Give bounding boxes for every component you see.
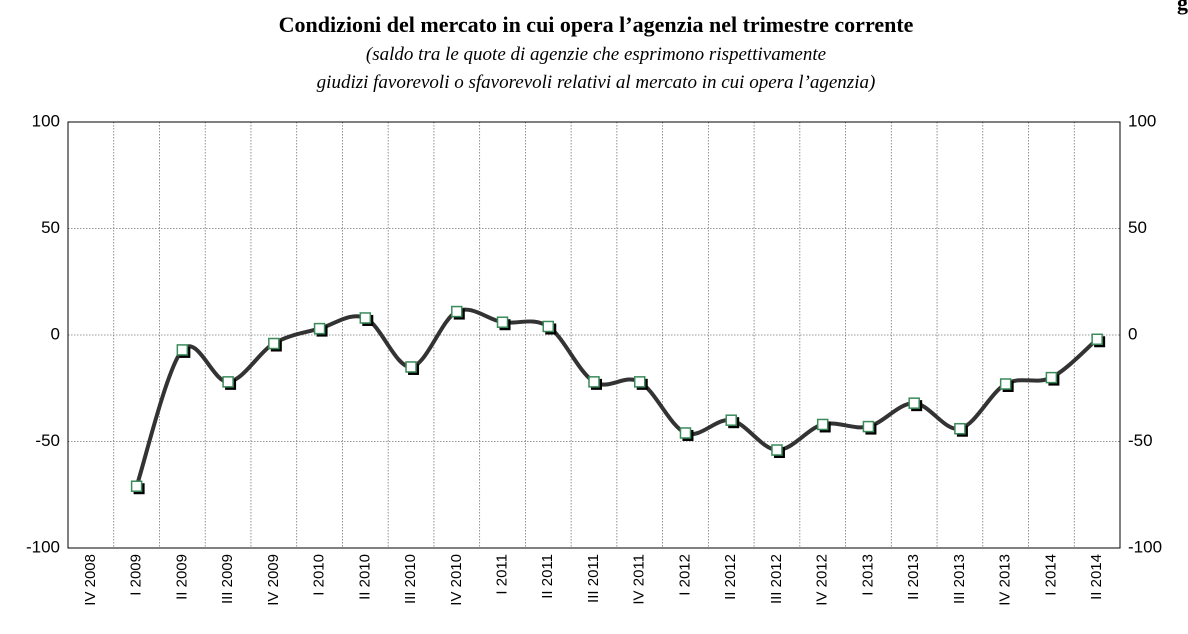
x-tick-label: III 2009 bbox=[219, 554, 236, 604]
marker bbox=[542, 320, 557, 335]
marker-face bbox=[999, 378, 1012, 390]
marker bbox=[1091, 333, 1106, 348]
marker bbox=[908, 397, 923, 412]
corner-label: g bbox=[1177, 0, 1188, 15]
x-tick-label: I 2010 bbox=[311, 554, 328, 596]
x-tick-label: III 2010 bbox=[402, 554, 419, 604]
x-tick-label: II 2013 bbox=[905, 554, 922, 600]
x-tick-label: IV 2013 bbox=[997, 554, 1014, 606]
marker-face bbox=[1091, 333, 1103, 346]
marker-face bbox=[1045, 371, 1058, 384]
y2-tick-label: 100 bbox=[1128, 111, 1156, 130]
x-tick-label: I 2012 bbox=[676, 554, 693, 596]
marker-face bbox=[130, 480, 143, 492]
marker-face bbox=[862, 420, 875, 433]
marker-face bbox=[542, 320, 555, 333]
marker-face bbox=[176, 344, 189, 356]
marker-face bbox=[405, 361, 417, 373]
y2-tick-label: -100 bbox=[1128, 537, 1162, 556]
x-tick-label: II 2009 bbox=[173, 554, 190, 600]
marker bbox=[222, 376, 237, 390]
chart-subtitle: giudizi favorevoli o sfavorevoli relativ… bbox=[317, 72, 876, 93]
marker-face bbox=[496, 316, 509, 328]
marker bbox=[496, 316, 511, 331]
plot-border bbox=[67, 121, 1121, 549]
x-tick-label: III 2013 bbox=[951, 554, 968, 604]
marker bbox=[130, 480, 145, 495]
x-tick-label: II 2011 bbox=[539, 554, 556, 599]
x-tick-label: III 2011 bbox=[585, 554, 602, 603]
marker bbox=[451, 305, 465, 320]
marker-face bbox=[451, 305, 463, 318]
x-tick-label: II 2014 bbox=[1088, 554, 1105, 600]
marker-face bbox=[268, 337, 280, 350]
marker bbox=[313, 322, 328, 337]
marker-face bbox=[725, 414, 737, 426]
marker bbox=[771, 444, 785, 459]
x-tick-label: III 2012 bbox=[768, 554, 785, 604]
x-tick-label: IV 2011 bbox=[631, 554, 648, 605]
marker-face bbox=[313, 322, 326, 335]
marker bbox=[725, 414, 740, 429]
marker-face bbox=[222, 376, 234, 388]
x-tick-label: IV 2010 bbox=[448, 554, 465, 606]
marker bbox=[999, 378, 1014, 392]
marker bbox=[954, 422, 968, 437]
x-tick-label: IV 2009 bbox=[265, 554, 282, 606]
marker-face bbox=[816, 418, 829, 431]
marker bbox=[816, 418, 831, 433]
marker-face bbox=[633, 376, 646, 388]
y-tick-label: 50 bbox=[41, 218, 60, 237]
x-tick-label: II 2012 bbox=[722, 554, 739, 600]
x-tick-label: I 2013 bbox=[859, 554, 876, 596]
marker bbox=[633, 376, 648, 390]
marker bbox=[176, 344, 191, 358]
marker bbox=[1045, 371, 1060, 386]
marker-face bbox=[954, 422, 966, 435]
y2-tick-label: -50 bbox=[1128, 431, 1153, 450]
marker bbox=[359, 312, 374, 326]
marker-face bbox=[771, 444, 783, 456]
x-tick-label: I 2014 bbox=[1042, 554, 1059, 596]
x-tick-label: IV 2008 bbox=[82, 554, 99, 606]
marker-face bbox=[679, 427, 692, 439]
x-tick-label: II 2010 bbox=[356, 554, 373, 600]
marker bbox=[679, 427, 694, 441]
y2-tick-label: 50 bbox=[1128, 218, 1147, 237]
y-tick-label: -50 bbox=[35, 431, 60, 450]
marker bbox=[268, 337, 282, 352]
y-tick-label: 100 bbox=[32, 111, 60, 130]
chart-subtitle: (saldo tra le quote di agenzie che espri… bbox=[366, 44, 826, 65]
marker bbox=[405, 361, 420, 375]
marker-face bbox=[588, 376, 600, 388]
y2-tick-label: 0 bbox=[1128, 324, 1137, 343]
marker bbox=[862, 420, 877, 435]
marker-face bbox=[908, 397, 920, 409]
y-tick-label: 0 bbox=[51, 324, 60, 343]
marker-face bbox=[359, 312, 372, 324]
x-tick-label: I 2011 bbox=[493, 554, 510, 595]
y-tick-label: -100 bbox=[26, 537, 60, 556]
chart-title: Condizioni del mercato in cui opera l’ag… bbox=[279, 12, 914, 37]
marker bbox=[588, 376, 602, 390]
x-tick-label: IV 2012 bbox=[814, 554, 831, 606]
x-tick-label: I 2009 bbox=[128, 554, 145, 596]
